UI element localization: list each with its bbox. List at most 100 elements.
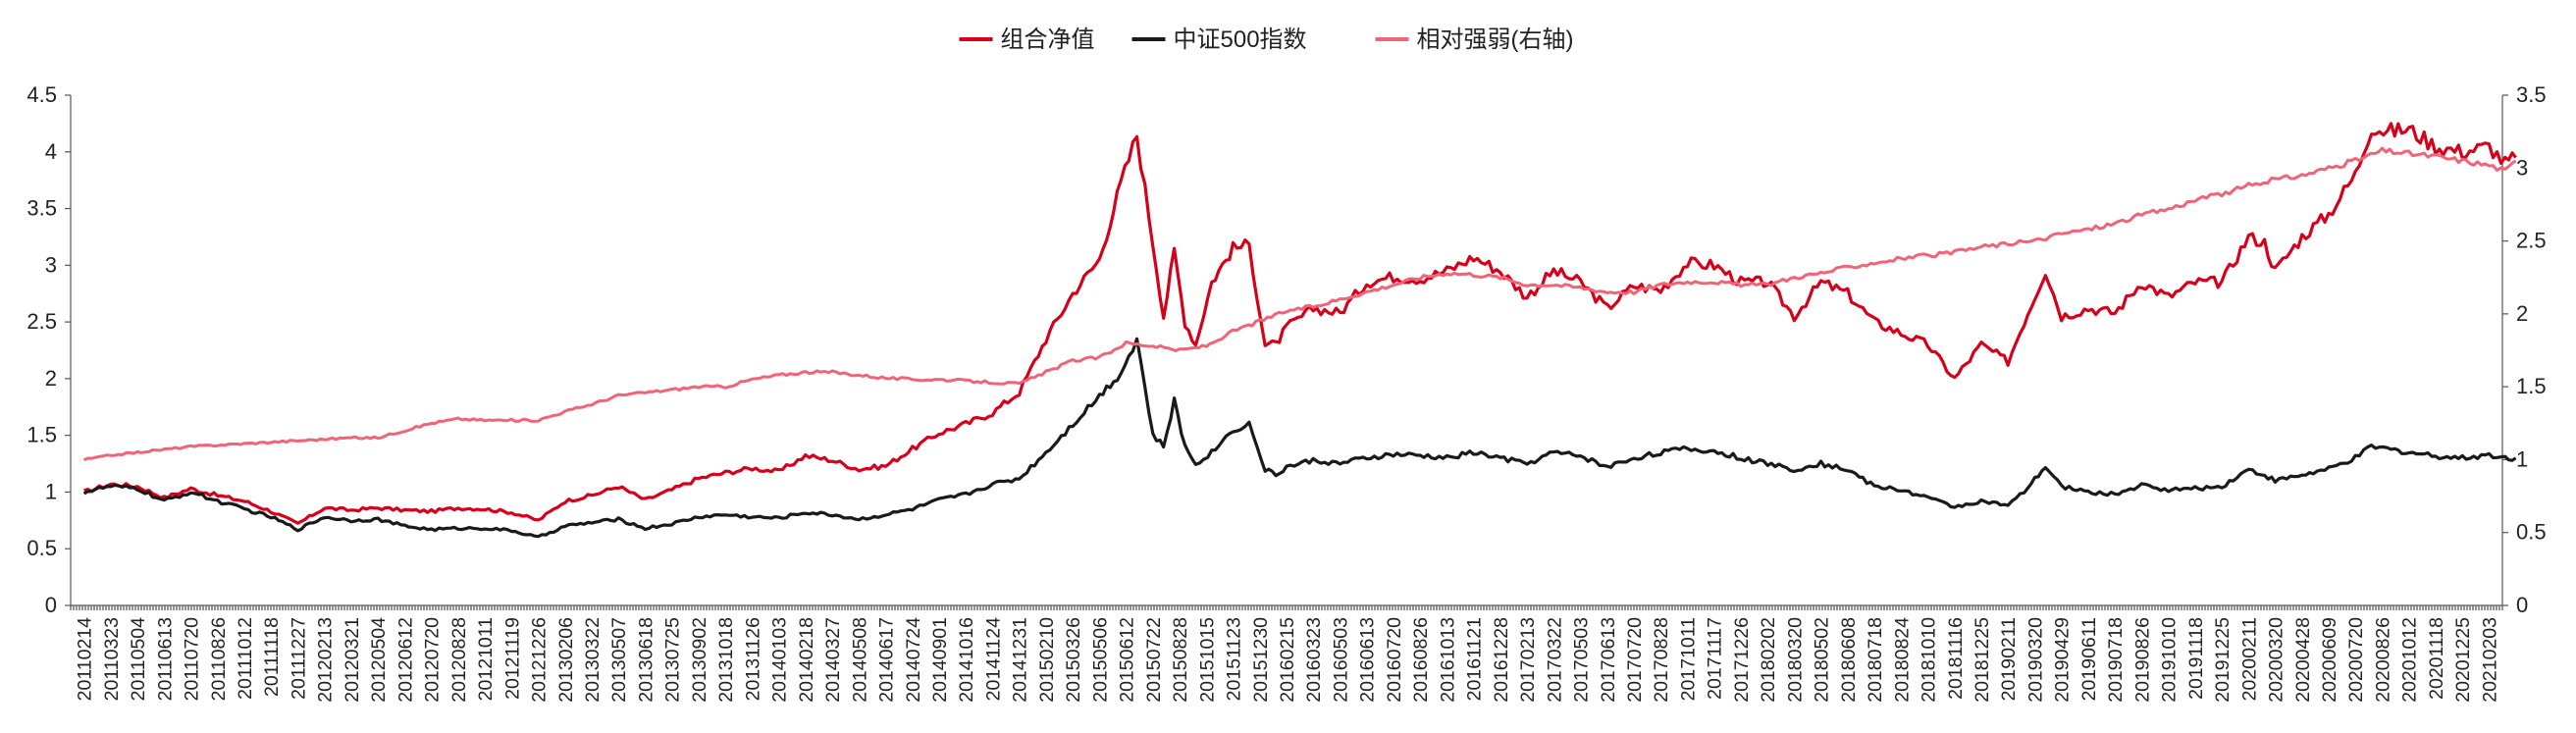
- x-tick-label: 20190611: [2078, 617, 2100, 701]
- x-tick-label: 20180608: [1838, 617, 1860, 703]
- y-right-tick-label: 2.5: [2516, 229, 2547, 253]
- x-tick-label: 20190718: [2105, 617, 2127, 703]
- y-left-tick-label: 2: [45, 366, 57, 391]
- x-tick-label: 20131126: [742, 617, 763, 701]
- x-tick-label: 20181010: [1919, 617, 1940, 703]
- x-tick-label: 20130618: [635, 617, 657, 703]
- y-right-tick-label: 1.5: [2516, 374, 2547, 398]
- y-left-tick-label: 4: [45, 139, 57, 164]
- y-left-tick-label: 2.5: [26, 309, 57, 334]
- x-tick-label: 20200428: [2292, 617, 2314, 703]
- x-tick-label: 20140617: [876, 617, 898, 703]
- y-right-tick-label: 0: [2516, 593, 2528, 617]
- x-tick-label: 20130322: [582, 617, 604, 703]
- x-tick-label: 20110826: [208, 617, 230, 701]
- x-tick-label: 20200720: [2345, 617, 2367, 703]
- x-tick-label: 20160613: [1357, 617, 1379, 703]
- x-tick-label: 20180502: [1812, 617, 1833, 703]
- x-tick-label: 20120720: [422, 617, 444, 703]
- x-tick-label: 20201225: [2452, 617, 2474, 703]
- x-tick-label: 20130902: [689, 617, 710, 703]
- x-tick-label: 20170613: [1598, 617, 1619, 703]
- x-tick-label: 20180320: [1784, 617, 1806, 703]
- y-right-tick-label: 2: [2516, 301, 2528, 326]
- x-tick-label: 20160503: [1330, 617, 1351, 703]
- x-tick-label: 20170213: [1517, 617, 1539, 703]
- x-tick-label: 20150612: [1117, 617, 1138, 703]
- y-left-tick-label: 0.5: [26, 536, 57, 560]
- x-tick-label: 20120504: [368, 617, 390, 703]
- y-right-tick-label: 3.5: [2516, 82, 2547, 107]
- x-tick-label: 20140327: [822, 617, 844, 703]
- legend-label: 相对强弱(右轴): [1417, 26, 1574, 53]
- x-tick-label: 20140103: [769, 617, 791, 703]
- y-right-tick-label: 0.5: [2516, 520, 2547, 545]
- x-tick-label: 20110613: [154, 617, 176, 701]
- x-tick-label: 20170503: [1571, 617, 1593, 703]
- x-tick-label: 20160720: [1384, 617, 1405, 703]
- x-tick-label: 20151230: [1250, 617, 1272, 703]
- x-tick-label: 20181116: [1945, 617, 1967, 700]
- x-tick-label: 20140218: [796, 617, 817, 703]
- y-left-tick-label: 4.5: [26, 82, 57, 107]
- x-tick-label: 20191010: [2159, 617, 2181, 703]
- x-tick-label: 20111227: [288, 617, 309, 700]
- x-tick-label: 20121011: [475, 617, 497, 701]
- x-tick-label: 20191225: [2212, 617, 2234, 703]
- x-tick-label: 20151123: [1224, 617, 1245, 701]
- x-tick-label: 20110214: [75, 617, 96, 701]
- x-tick-label: 20141231: [1010, 617, 1031, 703]
- x-tick-label: 20130725: [662, 617, 684, 703]
- x-tick-label: 20131018: [715, 617, 737, 703]
- x-tick-label: 20151015: [1196, 617, 1218, 703]
- x-tick-label: 20140901: [929, 617, 951, 703]
- x-tick-label: 20130206: [555, 617, 577, 703]
- x-tick-label: 20200211: [2238, 617, 2260, 701]
- x-tick-label: 20150326: [1063, 617, 1084, 703]
- x-tick-label: 20171226: [1731, 617, 1753, 703]
- x-tick-label: 20190211: [1998, 617, 2020, 701]
- x-tick-label: 20150210: [1036, 617, 1058, 703]
- x-tick-label: 20200609: [2319, 617, 2340, 703]
- x-tick-label: 20170322: [1544, 617, 1565, 703]
- y-right-tick-label: 3: [2516, 155, 2528, 180]
- chart-legend: 组合净值 中证500指数 相对强弱(右轴): [959, 26, 1574, 53]
- x-tick-label: 20170828: [1651, 617, 1672, 703]
- x-tick-label: 20201012: [2399, 617, 2421, 703]
- x-tick-label: 20170720: [1624, 617, 1646, 703]
- x-tick-label: 20200320: [2266, 617, 2287, 703]
- x-tick-label: 20141124: [982, 617, 1004, 701]
- x-tick-label: 20140508: [849, 617, 870, 703]
- x-tick-label: 20110504: [128, 617, 149, 701]
- x-tick-label: 20120612: [394, 617, 416, 703]
- y-left-tick-label: 1.5: [26, 423, 57, 447]
- x-tick-label: 20171011: [1677, 617, 1699, 701]
- x-tick-label: 20160826: [1410, 617, 1432, 703]
- x-axis-minor-ticks: [70, 605, 2503, 610]
- x-tick-label: 20110720: [182, 617, 203, 701]
- x-tick-label: 20190826: [2131, 617, 2153, 703]
- y-left-tick-label: 3.5: [26, 196, 57, 221]
- x-tick-label: 20140724: [903, 617, 924, 703]
- x-tick-label: 20120828: [448, 617, 470, 703]
- x-tick-label: 20161013: [1437, 617, 1458, 703]
- x-tick-label: 20201118: [2426, 617, 2447, 700]
- x-tick-label: 20111012: [235, 617, 256, 700]
- x-tick-label: 20180824: [1891, 617, 1913, 703]
- x-tick-label: 20150722: [1143, 617, 1165, 703]
- y-left-tick-label: 1: [45, 479, 57, 503]
- y-left-tick-label: 0: [45, 593, 57, 617]
- x-tick-label: 20111118: [261, 617, 283, 697]
- chart-axes: 0 0.5 1 1.5 2 2.5 3 3.5 4 4.5 0 0.5 1 1.5 2 2.5 3 3.5 2011…: [26, 82, 2546, 703]
- series-line-portfolio-nav: [83, 122, 2517, 525]
- legend-label: 中证500指数: [1174, 26, 1307, 53]
- x-tick-label: 20130507: [608, 617, 630, 703]
- x-tick-label: 20150828: [1170, 617, 1191, 703]
- x-tick-label: 20120321: [342, 617, 363, 703]
- x-tick-label: 20121119: [501, 617, 523, 700]
- y-left-tick-label: 3: [45, 252, 57, 277]
- x-tick-label: 20160323: [1303, 617, 1325, 703]
- x-tick-label: 20210203: [2479, 617, 2500, 703]
- x-tick-label: 20181225: [1971, 617, 1993, 703]
